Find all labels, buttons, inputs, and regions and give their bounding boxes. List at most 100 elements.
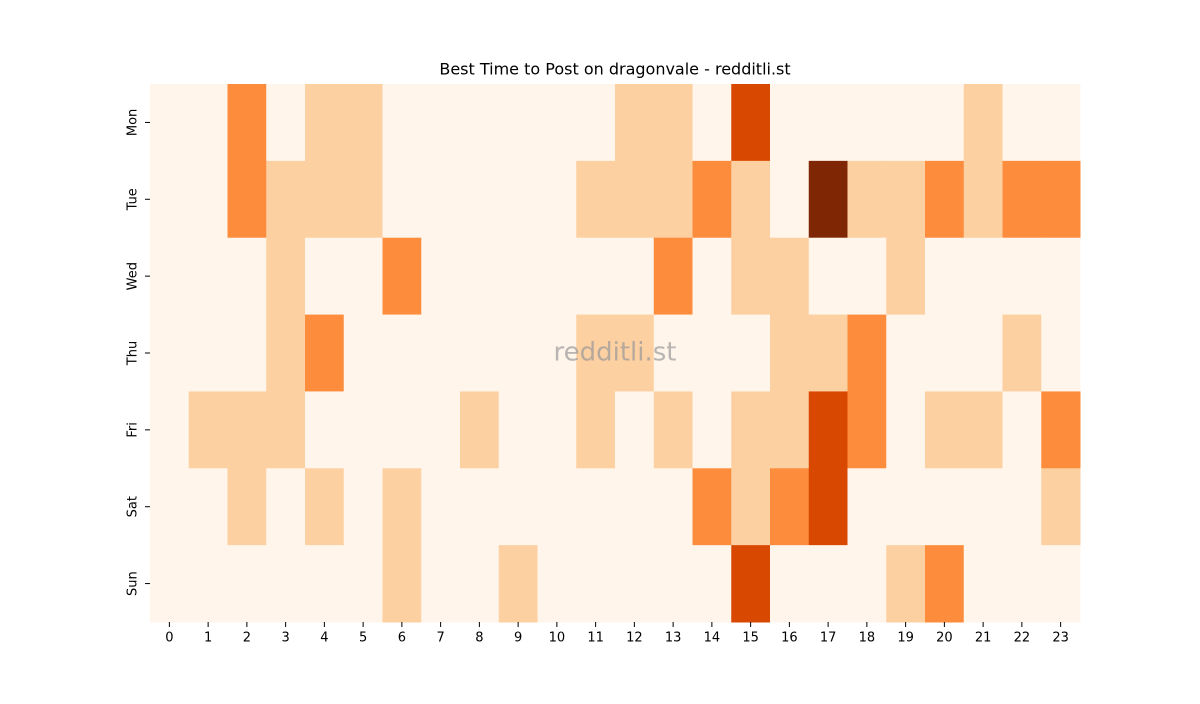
heatmap-cell — [576, 314, 616, 392]
heatmap-cell — [1002, 84, 1042, 162]
heatmap-cell — [188, 160, 228, 239]
heatmap-cells — [150, 84, 1081, 623]
heatmap-cell — [576, 160, 616, 239]
heatmap-cell — [227, 160, 267, 239]
heatmap-cell — [692, 237, 732, 316]
heatmap-cell — [615, 160, 655, 239]
heatmap-cell — [847, 314, 887, 392]
heatmap-cell — [498, 84, 538, 162]
heatmap-cell — [653, 545, 693, 623]
heatmap-cell — [963, 545, 1003, 623]
heatmap-cell — [382, 314, 422, 392]
heatmap-cell — [382, 545, 422, 623]
x-tick-label: 10 — [549, 631, 566, 646]
x-tick-label: 15 — [742, 631, 759, 646]
heatmap-cell — [1002, 545, 1042, 623]
heatmap-cell — [498, 391, 538, 469]
heatmap-cell — [227, 545, 267, 623]
heatmap-cell — [421, 391, 461, 469]
heatmap-cell — [188, 391, 228, 469]
heatmap-cell — [421, 468, 461, 546]
x-tick-label: 22 — [1014, 631, 1031, 646]
heatmap-cell — [1041, 391, 1081, 469]
heatmap-cell — [266, 160, 306, 239]
heatmap-cell — [382, 237, 422, 316]
x-tick-label: 0 — [165, 631, 173, 646]
heatmap-cell — [537, 391, 577, 469]
watermark: redditli.st — [554, 338, 677, 368]
heatmap-cell — [847, 84, 887, 162]
heatmap-cell — [692, 391, 732, 469]
x-tick-label: 16 — [781, 631, 798, 646]
heatmap-cell — [460, 237, 500, 316]
heatmap-cell — [421, 160, 461, 239]
heatmap-cell — [421, 84, 461, 162]
heatmap-cell — [615, 545, 655, 623]
heatmap-cell — [537, 160, 577, 239]
heatmap-cell — [770, 468, 810, 546]
heatmap-cell — [421, 545, 461, 623]
x-tick-label: 9 — [514, 631, 522, 646]
heatmap-cell — [305, 84, 345, 162]
heatmap-cell — [421, 237, 461, 316]
heatmap-cell — [188, 237, 228, 316]
x-tick-label: 3 — [281, 631, 289, 646]
x-tick-label: 19 — [897, 631, 914, 646]
heatmap-cell — [925, 237, 965, 316]
heatmap-cell — [460, 545, 500, 623]
y-tick-label: Sat — [126, 496, 141, 517]
heatmap-cell — [537, 237, 577, 316]
heatmap-cell — [1041, 314, 1081, 392]
heatmap-cell — [653, 391, 693, 469]
heatmap-cell — [266, 391, 306, 469]
heatmap-cell — [886, 545, 926, 623]
heatmap-cell — [770, 160, 810, 239]
heatmap-cell — [343, 545, 383, 623]
heatmap-cell — [925, 84, 965, 162]
heatmap-cell — [808, 468, 848, 546]
heatmap-cell — [615, 468, 655, 546]
heatmap-cell — [382, 84, 422, 162]
heatmap-cell — [731, 545, 771, 623]
heatmap-cell — [731, 391, 771, 469]
heatmap-cell — [150, 314, 190, 392]
heatmap-cell — [731, 468, 771, 546]
heatmap-cell — [615, 391, 655, 469]
heatmap-cell — [576, 237, 616, 316]
heatmap-cell — [498, 468, 538, 546]
x-tick-label: 6 — [398, 631, 406, 646]
y-tick-label: Thu — [126, 341, 141, 366]
heatmap-cell — [925, 314, 965, 392]
heatmap-cell — [653, 84, 693, 162]
heatmap-cell — [1002, 160, 1042, 239]
heatmap-cell — [925, 160, 965, 239]
heatmap-cell — [847, 237, 887, 316]
heatmap-cell — [382, 468, 422, 546]
x-tick-label: 12 — [626, 631, 643, 646]
heatmap-cell — [808, 391, 848, 469]
heatmap-cell — [808, 160, 848, 239]
heatmap-cell — [963, 391, 1003, 469]
heatmap-cell — [847, 160, 887, 239]
heatmap-cell — [266, 314, 306, 392]
heatmap-cell — [653, 237, 693, 316]
heatmap-cell — [150, 84, 190, 162]
heatmap-cell — [382, 160, 422, 239]
heatmap-cell — [1041, 545, 1081, 623]
heatmap-cell — [188, 84, 228, 162]
heatmap-cell — [343, 391, 383, 469]
heatmap-cell — [692, 545, 732, 623]
y-tick-label: Wed — [126, 262, 141, 290]
heatmap-cell — [305, 391, 345, 469]
heatmap-cell — [1041, 84, 1081, 162]
heatmap-cell — [963, 160, 1003, 239]
heatmap-cell — [460, 314, 500, 392]
heatmap-cell — [847, 468, 887, 546]
x-tick-label: 4 — [320, 631, 328, 646]
x-tick-label: 11 — [587, 631, 604, 646]
heatmap-cell — [615, 314, 655, 392]
heatmap-cell — [305, 468, 345, 546]
heatmap-cell — [925, 545, 965, 623]
heatmap-cell — [343, 314, 383, 392]
x-tick-label: 2 — [243, 631, 251, 646]
